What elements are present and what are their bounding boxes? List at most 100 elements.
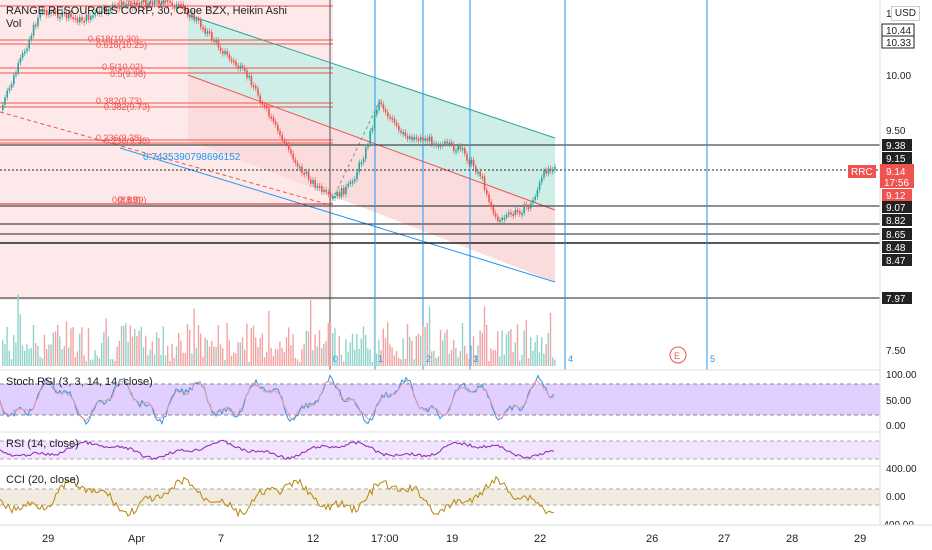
candle-body	[208, 31, 211, 34]
candle-body	[96, 10, 99, 13]
candle-body	[316, 185, 319, 188]
channel-top-line	[187, 14, 556, 139]
cci-tick-400: 400.00	[886, 464, 917, 475]
volume-bar	[516, 324, 519, 366]
cycle-label-3: 3	[473, 354, 478, 364]
candle-body	[72, 17, 74, 20]
volume-legend[interactable]: Vol	[6, 18, 22, 30]
current-symbol: RRC	[851, 167, 873, 178]
candle-body	[393, 118, 396, 123]
volume-bar	[98, 358, 101, 366]
candle-body	[105, 7, 107, 13]
volume-bar	[479, 330, 481, 366]
volume-bar	[477, 345, 479, 366]
candle-body	[292, 153, 294, 160]
time-label-28: 28	[786, 533, 798, 545]
candle-body	[420, 137, 422, 141]
candle-body	[230, 59, 233, 62]
price-tick-1000: 10.00	[886, 71, 911, 82]
candle-body	[301, 166, 303, 173]
candle-body	[468, 160, 470, 165]
volume-bar	[191, 353, 193, 366]
volume-bar	[549, 312, 552, 366]
volume-bar	[54, 331, 57, 366]
volume-bar	[472, 336, 475, 366]
volume-bar	[398, 357, 400, 366]
volume-bar	[389, 344, 391, 366]
candle-body	[433, 143, 435, 146]
volume-bar	[215, 346, 217, 366]
candle-body	[149, 1, 151, 4]
volume-bar	[28, 348, 30, 366]
volume-bar	[501, 330, 503, 366]
volume-bar	[87, 328, 90, 366]
candle-body	[338, 192, 341, 197]
volume-bar	[46, 349, 48, 366]
volume-bar	[349, 342, 351, 366]
currency-label[interactable]: USD	[890, 6, 920, 21]
candle-body	[435, 143, 437, 146]
volume-bar	[153, 354, 156, 366]
candle-body	[437, 144, 440, 147]
time-label-apr: Apr	[128, 533, 145, 545]
fib-levels	[0, 5, 333, 205]
volume-bar	[90, 359, 92, 366]
candle-body	[123, 1, 125, 5]
volume-bar	[123, 325, 125, 366]
volume-bar	[288, 327, 290, 366]
candle-body	[501, 217, 503, 221]
candle-body	[457, 146, 459, 151]
candle-body	[10, 84, 13, 88]
volume-bar	[48, 344, 50, 366]
volume-bar	[138, 330, 140, 366]
time-axis-bg[interactable]	[0, 525, 932, 550]
candle-body	[417, 138, 420, 141]
candle-body	[367, 143, 369, 148]
volume-bar	[76, 351, 79, 366]
fib-label-0236b: 0.236(9.38)	[104, 136, 150, 146]
candle-body	[211, 32, 213, 40]
volume-bar	[376, 353, 378, 366]
volume-bar	[233, 352, 235, 366]
candle-body	[202, 27, 204, 30]
candle-body	[54, 11, 57, 14]
cycle-label-4: 4	[568, 354, 573, 364]
candle-body	[349, 182, 352, 185]
volume-bar	[272, 356, 274, 366]
time-label-7: 7	[218, 533, 224, 545]
candle-body	[98, 10, 101, 14]
candle-body	[365, 147, 367, 159]
volume-bar	[74, 356, 76, 366]
candle-body	[52, 11, 55, 14]
candle-body	[57, 11, 59, 18]
candle-body	[235, 61, 237, 66]
candle-body	[290, 149, 292, 154]
volume-bar	[554, 359, 556, 366]
volume-bar	[321, 348, 323, 366]
symbol-title[interactable]: RANGE RESOURCES CORP, 30, Cboe BZX, Heik…	[6, 5, 288, 17]
candle-body	[464, 148, 466, 154]
channel-lower-fill	[188, 75, 555, 282]
candle-body	[131, 6, 134, 9]
cycle-label-1: 1	[378, 354, 383, 364]
volume-bar	[180, 340, 182, 366]
candle-body	[356, 171, 358, 180]
marker-938: 9.38	[886, 141, 906, 152]
volume-bar	[431, 351, 433, 366]
earnings-marker-circle[interactable]	[669, 346, 687, 364]
candle-body	[17, 62, 19, 73]
candle-body	[21, 53, 24, 58]
candle-body	[523, 204, 525, 214]
candle-body	[50, 12, 52, 15]
volume-bar	[160, 354, 162, 366]
candle-body	[37, 17, 39, 26]
candle-body	[142, 0, 145, 2]
time-axis-labels: 29 Apr 7 12 17:00 19 22 26 27 28 29	[42, 533, 866, 545]
stoch-tick-50: 50.00	[886, 396, 911, 407]
volume-bar	[391, 347, 393, 366]
fib-label-05a: 0.5(10.02)	[102, 62, 143, 72]
volume-bar	[226, 322, 228, 366]
volume-bar	[261, 333, 263, 366]
candle-body	[446, 141, 448, 144]
